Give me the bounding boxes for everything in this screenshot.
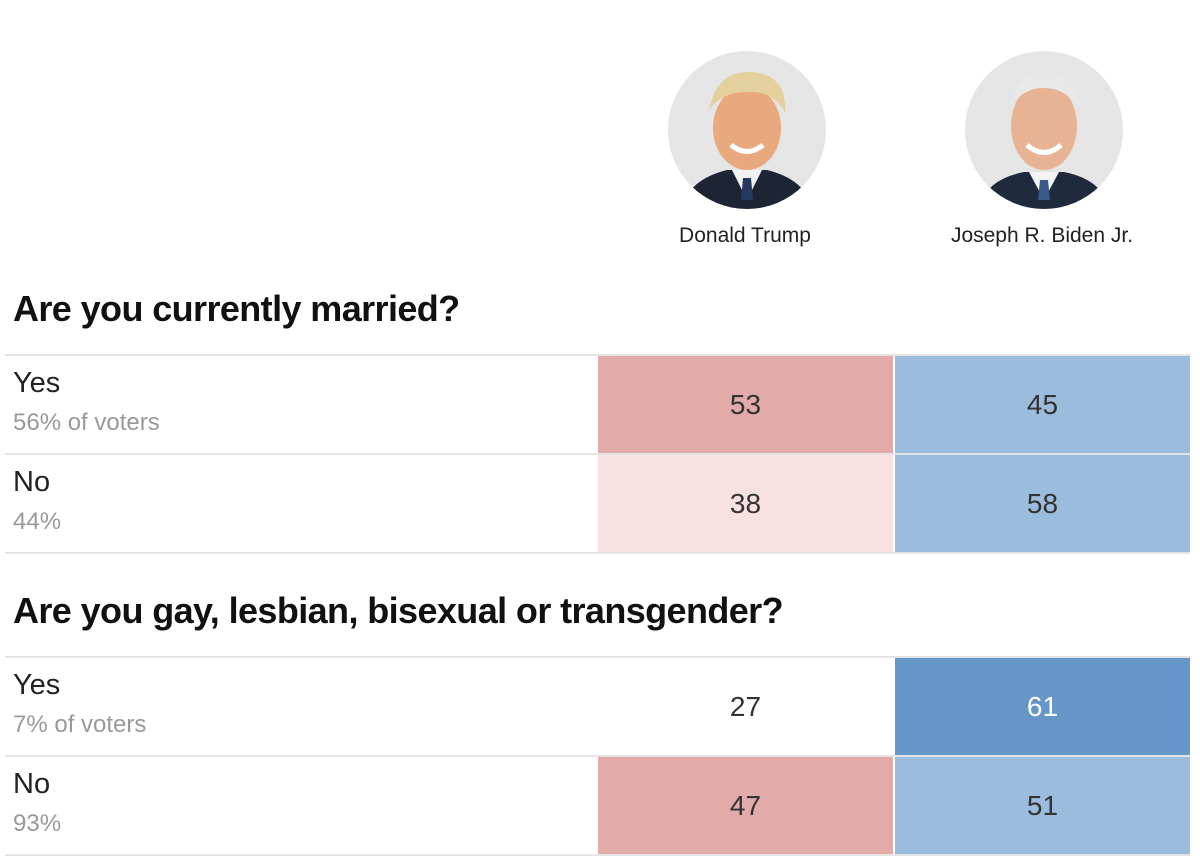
cell: 27 <box>598 658 893 755</box>
cell-value: 27 <box>729 690 762 722</box>
row-divider <box>5 755 1190 757</box>
row-label: Yes <box>13 669 61 701</box>
cell: 53 <box>598 356 893 453</box>
cell-value: 45 <box>1026 388 1059 420</box>
cell: 45 <box>895 356 1190 453</box>
row-share: 56% of voters <box>13 409 160 436</box>
question: Are you gay, lesbian, bisexual or transg… <box>13 590 784 631</box>
cell-value: 58 <box>1026 487 1059 519</box>
row-share: 44% <box>13 508 62 535</box>
cell-value: 38 <box>729 487 762 519</box>
row-label: No <box>13 466 51 498</box>
row-divider <box>5 453 1190 455</box>
row-share: 7% of voters <box>13 711 147 738</box>
trump-portrait <box>668 51 826 209</box>
cell: 61 <box>895 658 1190 755</box>
cell-value: 53 <box>729 388 762 420</box>
candidate-name: Joseph R. Biden Jr. <box>950 224 1134 247</box>
candidate-name: Donald Trump <box>679 224 811 247</box>
cell: 58 <box>895 455 1190 552</box>
row-divider <box>5 552 1190 554</box>
row-label: No <box>13 768 51 800</box>
row-share: 93% <box>13 810 62 837</box>
cell: 51 <box>895 757 1190 854</box>
row-divider <box>5 354 1190 356</box>
biden-portrait <box>965 51 1123 209</box>
question: Are you currently married? <box>13 288 460 329</box>
cell-value: 47 <box>729 789 762 821</box>
cell: 47 <box>598 757 893 854</box>
cell-value: 61 <box>1026 690 1059 722</box>
row-divider <box>5 854 1190 856</box>
row-label: Yes <box>13 367 61 399</box>
cell-value: 51 <box>1026 789 1059 821</box>
cell: 38 <box>598 455 893 552</box>
row-divider <box>5 656 1190 658</box>
